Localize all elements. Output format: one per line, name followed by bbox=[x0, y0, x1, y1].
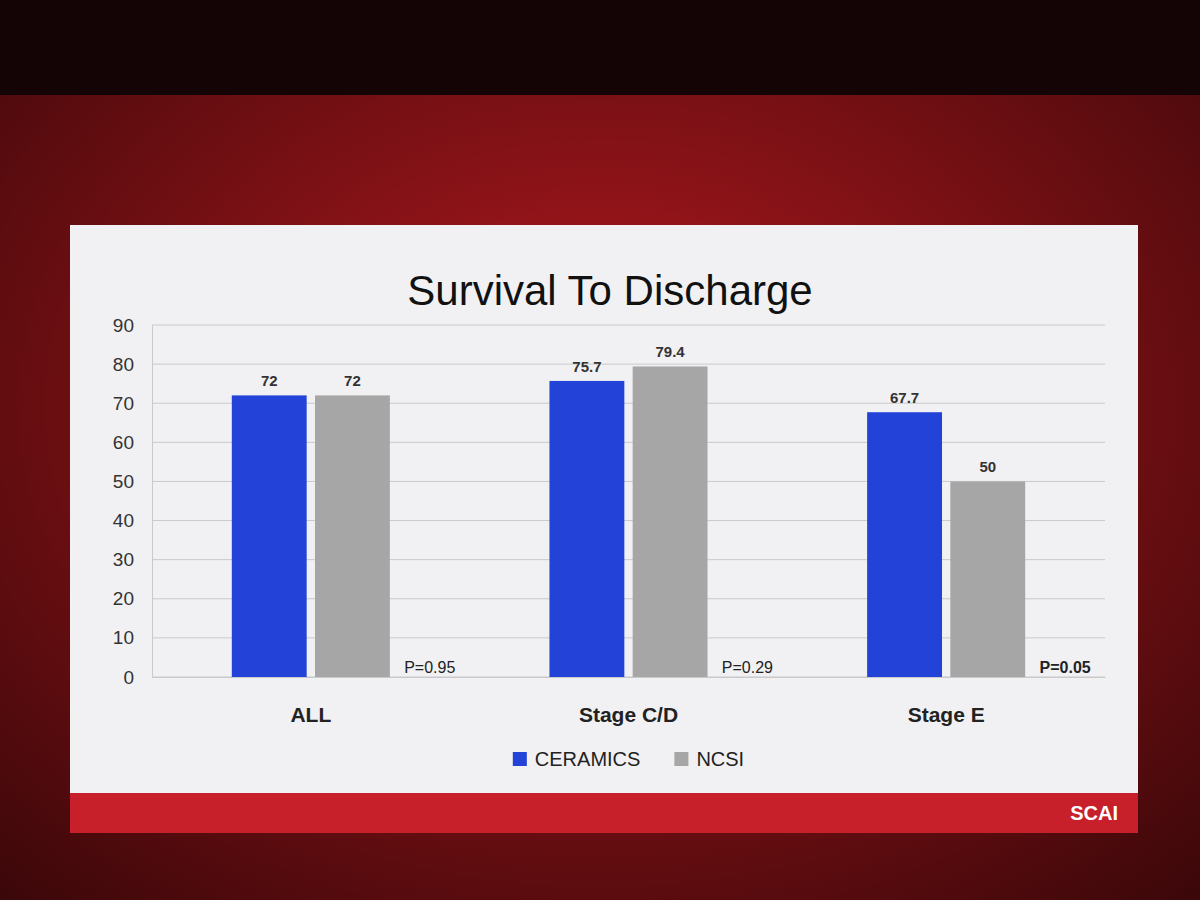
data-label: 75.7 bbox=[572, 358, 601, 375]
y-tick: 60 bbox=[113, 432, 152, 453]
bar bbox=[315, 395, 390, 677]
data-label: 50 bbox=[979, 458, 996, 475]
y-tick-label: 80 bbox=[113, 354, 134, 375]
legend-label: NCSI bbox=[696, 748, 744, 770]
p-value: P=0.29 bbox=[722, 659, 773, 676]
y-tick: 20 bbox=[113, 588, 152, 609]
ceiling bbox=[0, 0, 1200, 95]
legend: CERAMICS NCSI bbox=[513, 748, 744, 770]
annotations: P=0.95 P=0.29 P=0.05 bbox=[404, 659, 1091, 676]
legend-item: NCSI bbox=[674, 748, 744, 770]
bar bbox=[232, 395, 307, 677]
y-tick-label: 60 bbox=[113, 432, 134, 453]
legend-item: CERAMICS bbox=[513, 748, 641, 770]
bars bbox=[232, 366, 1025, 677]
y-tick-label: 70 bbox=[113, 393, 134, 414]
x-axis-line bbox=[153, 677, 1106, 678]
y-tick: 70 bbox=[113, 393, 152, 414]
legend-swatch bbox=[513, 752, 527, 766]
logo: SCAI bbox=[1070, 802, 1118, 824]
chart-root: SCAI Survival To Discharge 0 10 20 30 40 50 60 70… bbox=[0, 0, 1200, 900]
y-tick-label: 0 bbox=[123, 667, 134, 688]
y-tick-label: 40 bbox=[113, 510, 134, 531]
x-tick-label: ALL bbox=[290, 703, 331, 726]
y-tick: 0 bbox=[123, 667, 152, 688]
x-tick: Stage C/D bbox=[579, 677, 678, 726]
title: Survival To Discharge bbox=[407, 267, 812, 314]
data-label: 79.4 bbox=[655, 343, 685, 360]
y-tick: 30 bbox=[113, 549, 152, 570]
bar bbox=[549, 381, 624, 677]
y-tick-label: 20 bbox=[113, 588, 134, 609]
x-tick-label: Stage E bbox=[908, 703, 985, 726]
data-label: 67.7 bbox=[890, 389, 919, 406]
y-tick-label: 10 bbox=[113, 627, 134, 648]
bar bbox=[950, 481, 1025, 677]
y-tick: 90 bbox=[113, 315, 152, 336]
data-label: 72 bbox=[344, 372, 361, 389]
y-tick: 50 bbox=[113, 471, 152, 492]
x-tick: Stage E bbox=[908, 677, 985, 726]
x-tick: ALL bbox=[290, 677, 331, 726]
y-tick: 80 bbox=[113, 354, 152, 375]
p-value: P=0.05 bbox=[1040, 659, 1091, 676]
y-tick: 40 bbox=[113, 510, 152, 531]
y-tick: 10 bbox=[113, 627, 152, 648]
p-value: P=0.95 bbox=[404, 659, 455, 676]
y-axis: 0 10 20 30 40 50 60 70 80 90 bbox=[113, 315, 153, 688]
x-axis: ALL Stage C/D Stage E bbox=[153, 677, 1106, 726]
backdrop bbox=[0, 0, 1200, 900]
grid-line bbox=[152, 325, 1105, 326]
slide-footer bbox=[70, 793, 1138, 833]
y-axis-line bbox=[152, 326, 153, 678]
slide bbox=[70, 225, 1138, 833]
x-tick-label: Stage C/D bbox=[579, 703, 678, 726]
legend-label: CERAMICS bbox=[535, 748, 641, 770]
y-tick-label: 50 bbox=[113, 471, 134, 492]
bar bbox=[867, 412, 942, 677]
grid bbox=[152, 325, 1105, 677]
data-label: 72 bbox=[261, 372, 278, 389]
y-tick-label: 30 bbox=[113, 549, 134, 570]
bar bbox=[633, 366, 708, 677]
data-labels: 72 75.7 67.7 72 79.4 50 bbox=[261, 343, 996, 475]
legend-swatch bbox=[674, 752, 688, 766]
y-tick-label: 90 bbox=[113, 315, 134, 336]
grid-line bbox=[152, 364, 1105, 365]
